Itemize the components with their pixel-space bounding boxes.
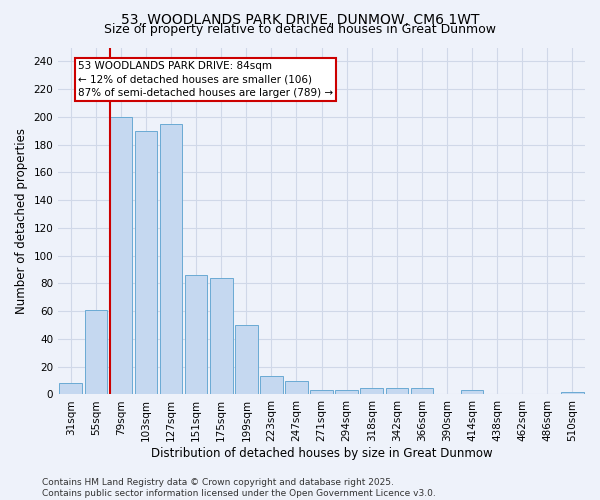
Y-axis label: Number of detached properties: Number of detached properties (15, 128, 28, 314)
Bar (160, 124, 182, 394)
Bar (361, 388, 383, 394)
Bar (561, 392, 584, 394)
Bar (285, 380, 308, 394)
Text: 53 WOODLANDS PARK DRIVE: 84sqm
← 12% of detached houses are smaller (106)
87% of: 53 WOODLANDS PARK DRIVE: 84sqm ← 12% of … (78, 62, 334, 98)
Bar (260, 376, 283, 394)
Bar (59, 384, 82, 394)
Bar (235, 325, 257, 394)
Bar (335, 390, 358, 394)
Text: Contains HM Land Registry data © Crown copyright and database right 2025.
Contai: Contains HM Land Registry data © Crown c… (42, 478, 436, 498)
Bar (85, 310, 107, 394)
Bar (386, 388, 408, 394)
Text: Size of property relative to detached houses in Great Dunmow: Size of property relative to detached ho… (104, 24, 496, 36)
Bar (185, 275, 208, 394)
Bar (210, 278, 233, 394)
Bar (461, 390, 484, 394)
X-axis label: Distribution of detached houses by size in Great Dunmow: Distribution of detached houses by size … (151, 447, 493, 460)
Bar (134, 131, 157, 394)
Bar (410, 388, 433, 394)
Bar (110, 117, 132, 394)
Text: 53, WOODLANDS PARK DRIVE, DUNMOW, CM6 1WT: 53, WOODLANDS PARK DRIVE, DUNMOW, CM6 1W… (121, 12, 479, 26)
Bar (310, 390, 333, 394)
